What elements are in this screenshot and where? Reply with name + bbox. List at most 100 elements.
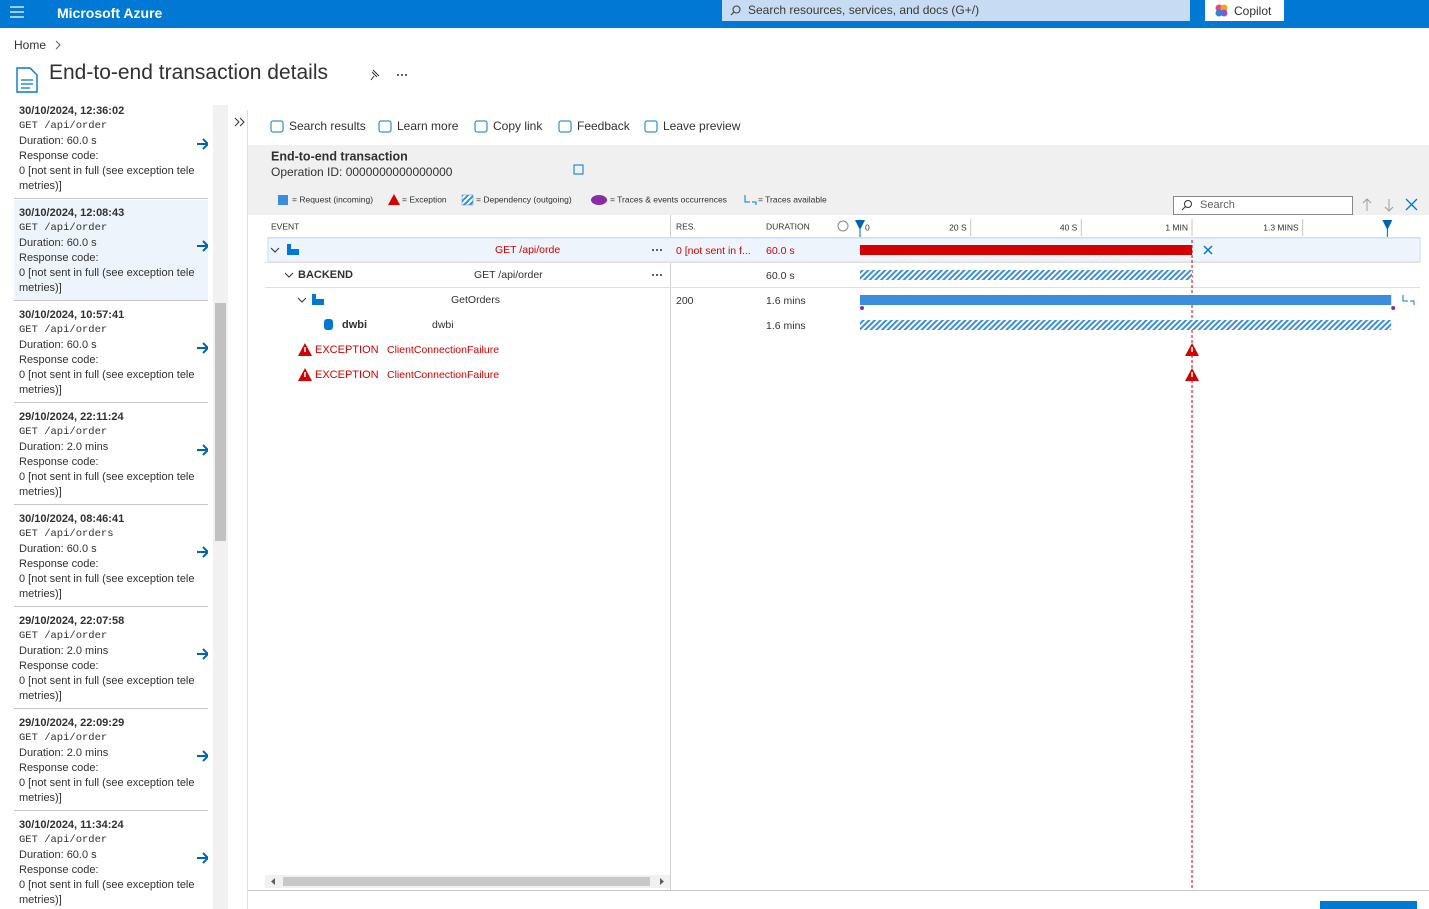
open-arrow[interactable] [196, 750, 208, 762]
row-menu-dot[interactable] [656, 274, 658, 276]
arrow-shape [197, 240, 208, 252]
arrow-shape [197, 750, 208, 762]
copilot-button[interactable]: Copilot [1205, 0, 1284, 21]
result-time: 30/10/2024, 12:08:43 [19, 207, 125, 219]
toolbar-item[interactable]: Feedback [577, 119, 631, 133]
timeline-search[interactable] [1173, 196, 1353, 215]
row-event: GET /api/orde [495, 244, 560, 256]
copilot-label: Copilot [1234, 4, 1272, 18]
collapse-icon[interactable] [1203, 245, 1213, 255]
result-response: 0 [not sent in full (see exception telem… [19, 267, 195, 294]
page-title: End-to-end transaction details [49, 61, 328, 84]
timeline-bar[interactable] [860, 245, 1193, 255]
result-time: 30/10/2024, 11:34:24 [19, 819, 124, 831]
row-menu-dot[interactable] [660, 249, 662, 251]
close-button[interactable] [1405, 198, 1418, 211]
database-icon [324, 319, 333, 330]
toolbar-item[interactable]: Copy link [493, 119, 543, 133]
row-duration: 60.0 s [766, 245, 795, 257]
legend-swatch [744, 195, 757, 205]
open-arrow[interactable] [196, 342, 208, 354]
result-item[interactable]: 29/10/2024, 22:07:58 GET /api/order Durati… [14, 608, 208, 709]
arrow-shape [197, 444, 208, 456]
result-response-label: Response code: [19, 150, 99, 162]
row-menu-dot[interactable] [656, 249, 658, 251]
result-response-label: Response code: [19, 456, 99, 468]
copy-icon[interactable] [573, 164, 584, 175]
open-arrow[interactable] [196, 852, 208, 864]
traces-available-icon[interactable] [1402, 295, 1415, 305]
page-icon [16, 67, 38, 93]
open-arrow[interactable] [196, 648, 208, 660]
legend-item: = Request (incoming) [292, 194, 373, 204]
trace-dot [860, 306, 864, 310]
result-response-label: Response code: [19, 660, 99, 672]
results-list: 30/10/2024, 12:36:02 GET /api/order Durati… [14, 105, 208, 909]
toolbar-item[interactable]: Learn more [397, 119, 459, 133]
row-menu-dot[interactable] [652, 274, 654, 276]
search-placeholder[interactable]: Search [1200, 199, 1235, 211]
result-item[interactable]: 29/10/2024, 22:11:24 GET /api/order Durati… [14, 404, 208, 505]
nav-arrows[interactable] [1362, 198, 1394, 212]
list-scrollbar[interactable] [213, 105, 228, 909]
row-menu-dot[interactable] [652, 249, 654, 251]
request-icon [312, 294, 324, 305]
breadcrumb-home[interactable]: Home [14, 38, 47, 52]
open-arrow[interactable] [196, 138, 208, 150]
result-item[interactable]: 30/10/2024, 11:34:24 GET /api/order Durati… [14, 812, 208, 909]
result-response: 0 [not sent in full (see exception telem… [19, 675, 195, 702]
toolbar-icon[interactable] [558, 120, 572, 133]
toolbar-item[interactable]: Search results [289, 119, 366, 133]
result-time: 30/10/2024, 10:57:41 [19, 309, 125, 321]
global-search[interactable]: Search resources, services, and docs (G+… [722, 0, 1190, 21]
footer-button[interactable] [1320, 901, 1417, 909]
open-arrow[interactable] [196, 240, 208, 252]
toolbar-icon[interactable] [378, 120, 392, 133]
title-actions[interactable] [366, 68, 414, 82]
toolbar-item[interactable]: Leave preview [663, 119, 741, 133]
expand-chevron[interactable] [297, 297, 307, 303]
row-label: EXCEPTION [315, 344, 379, 356]
result-request: GET /api/order [19, 834, 108, 846]
row-duration: 1.6 mins [766, 295, 806, 307]
result-time: 30/10/2024, 12:36:02 [19, 105, 125, 117]
timeline-bar[interactable] [860, 320, 1392, 330]
result-request: GET /api/order [19, 630, 108, 642]
expand-chevron[interactable] [284, 272, 294, 278]
result-time: 30/10/2024, 08:46:41 [19, 513, 125, 525]
row-result: 200 [676, 295, 694, 307]
collapse-button[interactable] [234, 117, 245, 127]
toolbar-icon[interactable] [270, 120, 284, 133]
selected-row [267, 237, 1421, 263]
selection-handle[interactable] [1382, 220, 1393, 230]
result-request: GET /api/order [19, 222, 108, 234]
h-scrollbar-thumb[interactable] [283, 877, 650, 886]
result-duration: Duration: 60.0 s [19, 849, 97, 861]
open-arrow[interactable] [196, 444, 208, 456]
menu-icon[interactable] [10, 6, 24, 18]
timeline-bar[interactable] [860, 295, 1392, 305]
result-duration: Duration: 2.0 mins [19, 747, 109, 759]
legend-swatch [278, 195, 288, 205]
arrow-shape [197, 138, 208, 150]
timeline-bar[interactable] [860, 270, 1193, 280]
row-duration: 1.6 mins [766, 320, 806, 332]
breadcrumb-chevron [55, 40, 61, 50]
toolbar-icon[interactable] [644, 120, 658, 133]
search-placeholder: Search resources, services, and docs (G+… [748, 3, 980, 17]
legend-swatch [591, 195, 607, 205]
open-arrow[interactable] [196, 546, 208, 558]
selection-handle[interactable] [855, 220, 865, 230]
result-item[interactable]: 30/10/2024, 12:08:43 GET /api/order Durati… [14, 200, 208, 301]
brand[interactable]: Microsoft Azure [57, 5, 163, 21]
row-menu-dot[interactable] [660, 274, 662, 276]
result-duration: Duration: 2.0 mins [19, 441, 109, 453]
expand-chevron[interactable] [270, 247, 280, 253]
result-item[interactable]: 30/10/2024, 08:46:41 GET /api/orders Durat… [14, 506, 208, 607]
result-item[interactable]: 30/10/2024, 10:57:41 GET /api/order Durati… [14, 302, 208, 403]
toolbar-icon[interactable] [474, 120, 488, 133]
column-header: RES. [676, 221, 696, 231]
duration-sort-icon[interactable] [837, 220, 849, 232]
result-item[interactable]: 29/10/2024, 22:09:29 GET /api/order Durati… [14, 710, 208, 811]
result-item[interactable]: 30/10/2024, 12:36:02 GET /api/order Durati… [14, 105, 208, 199]
